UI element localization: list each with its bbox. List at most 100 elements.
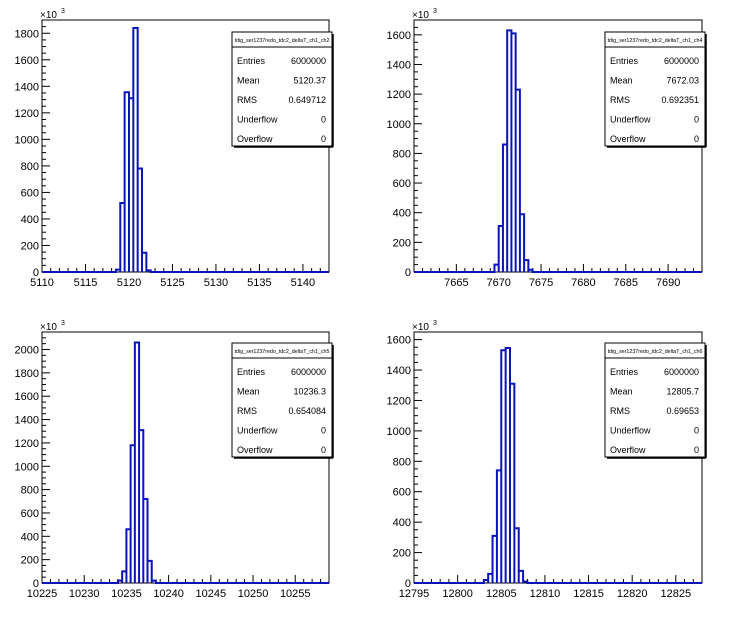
y-tick-label: 2000	[15, 345, 39, 357]
y-tick-label: 1600	[387, 335, 411, 347]
y-multiplier-label: ×10	[412, 10, 429, 21]
stats-label: Underflow	[610, 426, 651, 436]
stats-label: Entries	[610, 367, 639, 377]
y-tick-label: 0	[33, 578, 39, 590]
x-tick-label: 12810	[530, 588, 561, 600]
stats-value: 0	[321, 445, 326, 455]
x-tick-label: 12795	[399, 588, 430, 600]
stats-label: Underflow	[237, 115, 278, 125]
stats-value: 6000000	[664, 367, 699, 377]
y-tick-label: 1400	[15, 81, 39, 93]
y-tick-label: 400	[393, 208, 411, 220]
y-tick-label: 1600	[387, 30, 411, 42]
stats-value: 0.69653	[666, 406, 699, 416]
histogram-panel-1: 5110 5115 5120 5125 5130 5135 5140 0 200 400 600 80…	[15, 8, 334, 289]
stats-value: 0	[694, 426, 699, 436]
stats-value: 0	[321, 134, 326, 144]
x-tick-label: 12820	[617, 588, 648, 600]
stats-label: Mean	[610, 387, 633, 397]
y-tick-label: 200	[393, 237, 411, 249]
y-tick-label: 600	[21, 187, 39, 199]
stats-value: 5120.37	[293, 76, 326, 86]
stats-value: 7672.03	[666, 76, 699, 86]
stats-box	[231, 342, 333, 458]
stats-label: Entries	[610, 56, 639, 66]
stats-value: 0.692351	[661, 95, 699, 105]
stats-label: RMS	[610, 406, 630, 416]
stats-value: 0	[694, 115, 699, 125]
stats-box	[604, 342, 706, 458]
histogram-panel-2: 7665 7670 7675 7680 7685 7690 0 200 400 600 800 100…	[387, 8, 707, 289]
x-tick-label: 10225	[27, 588, 58, 600]
x-tick-label: 7690	[656, 277, 680, 289]
y-multiplier-exponent: 3	[61, 320, 65, 327]
x-tick-label: 5110	[30, 277, 54, 289]
y-multiplier-label: ×10	[40, 322, 57, 333]
stats-title: tdig_ser1237redo_tdc2_deltaT_ch1_ch2	[235, 38, 330, 44]
stats-label: Overflow	[610, 134, 646, 144]
y-tick-label: 200	[393, 548, 411, 560]
stats-box	[231, 31, 333, 147]
x-tick-label: 5130	[204, 277, 228, 289]
y-multiplier-exponent: 3	[433, 320, 437, 327]
x-tick-label: 10230	[69, 588, 100, 600]
x-tick-label: 10235	[111, 588, 142, 600]
x-tick-label: 5115	[74, 277, 98, 289]
x-tick-label: 7675	[529, 277, 553, 289]
y-tick-label: 1200	[15, 108, 39, 120]
y-tick-label: 1200	[387, 395, 411, 407]
stats-value: 12805.7	[666, 387, 699, 397]
stats-label: Mean	[237, 387, 260, 397]
y-tick-label: 1200	[15, 438, 39, 450]
x-tick-label: 5140	[291, 277, 315, 289]
histogram-outline	[414, 29, 702, 273]
stats-title: tdig_ser1237redo_tdc2_deltaT_ch1_ch4	[608, 38, 703, 44]
x-tick-label: 7680	[571, 277, 595, 289]
histogram-outline	[414, 346, 702, 584]
x-tick-label: 12815	[573, 588, 604, 600]
stats-label: Overflow	[610, 445, 646, 455]
stats-value: 0.649712	[288, 95, 326, 105]
y-tick-label: 600	[393, 487, 411, 499]
y-tick-label: 1000	[15, 461, 39, 473]
stats-label: RMS	[610, 95, 630, 105]
stats-label: Underflow	[237, 426, 278, 436]
stats-value: 0	[321, 115, 326, 125]
y-tick-label: 400	[21, 531, 39, 543]
stats-value: 6000000	[291, 367, 326, 377]
histogram-panel-3: 10225 10230 10235 10240 10245 10250 10255 0 200 4…	[15, 320, 334, 600]
stats-label: Overflow	[237, 134, 273, 144]
x-tick-label: 5135	[247, 277, 271, 289]
y-multiplier-label: ×10	[40, 10, 57, 21]
y-tick-label: 400	[393, 517, 411, 529]
x-tick-label: 12805	[486, 588, 517, 600]
stats-label: Underflow	[610, 115, 651, 125]
histogram-panel-4: 12795 12800 12805 12810 12815 12820 12825 0 200 4…	[387, 320, 707, 600]
histogram-outline	[42, 26, 329, 273]
y-tick-label: 0	[33, 267, 39, 279]
y-tick-label: 0	[405, 578, 411, 590]
x-tick-label: 12825	[661, 588, 692, 600]
stats-label: Mean	[610, 76, 633, 86]
y-tick-label: 600	[393, 178, 411, 190]
stats-label: RMS	[237, 406, 257, 416]
y-tick-label: 1400	[387, 59, 411, 71]
y-multiplier-label: ×10	[412, 322, 429, 333]
stats-label: Overflow	[237, 445, 273, 455]
stats-value: 0	[694, 134, 699, 144]
y-tick-label: 1400	[15, 415, 39, 427]
x-tick-label: 10255	[280, 588, 311, 600]
y-tick-label: 1800	[15, 368, 39, 380]
stats-label: Mean	[237, 76, 260, 86]
y-tick-label: 1000	[387, 426, 411, 438]
y-tick-label: 1600	[15, 55, 39, 67]
y-tick-label: 800	[393, 148, 411, 160]
stats-label: Entries	[237, 367, 266, 377]
x-tick-label: 7685	[614, 277, 638, 289]
y-tick-label: 1000	[15, 134, 39, 146]
y-multiplier-exponent: 3	[433, 8, 437, 15]
stats-box	[604, 31, 706, 147]
y-tick-label: 1600	[15, 391, 39, 403]
y-tick-label: 1000	[387, 119, 411, 131]
